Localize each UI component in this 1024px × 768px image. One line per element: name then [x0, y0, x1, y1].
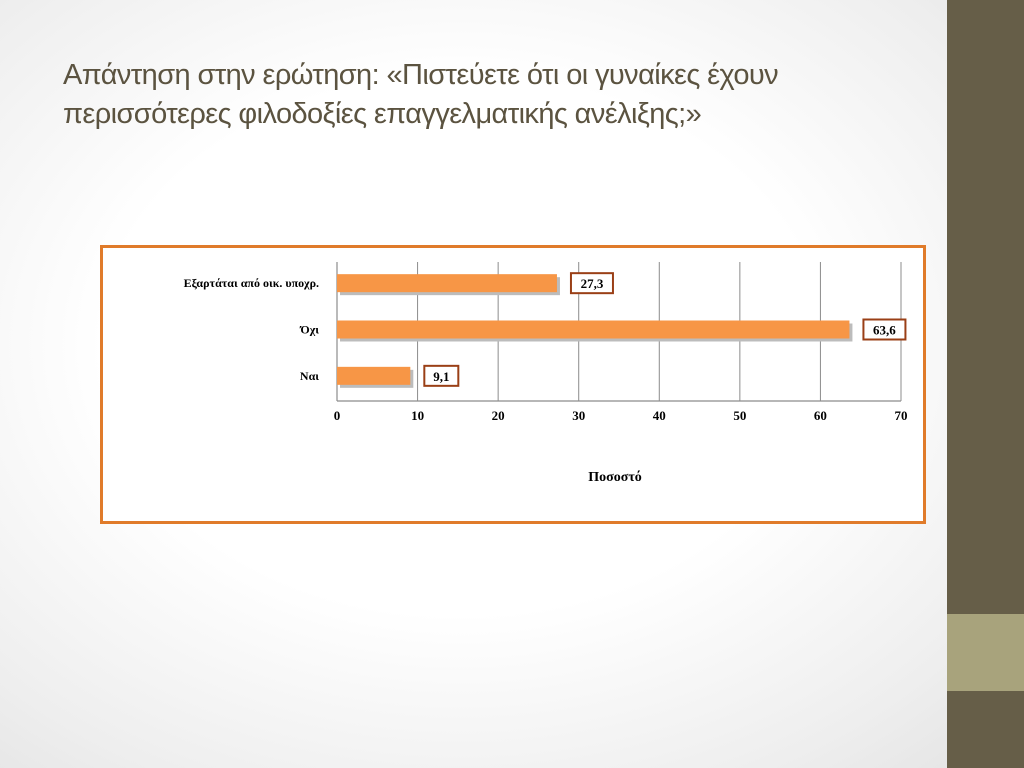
- slide-title-line-2: περισσότερες φιλοδοξίες επαγγελματικής α…: [63, 98, 702, 130]
- data-label-box: [862, 318, 907, 341]
- data-label: 9,1: [433, 369, 449, 384]
- x-tick-label: 30: [572, 408, 585, 423]
- data-label-box: [423, 364, 460, 387]
- x-tick-label: 60: [814, 408, 827, 423]
- x-tick-label: 40: [653, 408, 666, 423]
- data-label: 27,3: [581, 276, 604, 291]
- x-tick-label: 20: [492, 408, 505, 423]
- x-tick-label: 0: [334, 408, 341, 423]
- data-label-box: [569, 272, 614, 295]
- x-tick-label: 70: [895, 408, 908, 423]
- category-label: Ναι: [300, 369, 319, 383]
- side-decor-accent: [947, 614, 1024, 691]
- x-axis-title: Ποσοστό: [588, 470, 642, 485]
- bar: [337, 320, 850, 339]
- bar: [337, 274, 557, 293]
- slide-title: Απάντηση στην ερώτηση: «Πιστεύετε ότι οι…: [63, 56, 923, 134]
- x-tick-label: 50: [733, 408, 746, 423]
- category-label: Όχι: [299, 323, 319, 337]
- data-label: 63,6: [873, 323, 896, 338]
- x-tick-label: 10: [411, 408, 424, 423]
- bar: [337, 366, 411, 385]
- slide-title-line-1: Απάντηση στην ερώτηση: «Πιστεύετε ότι οι…: [63, 59, 779, 91]
- chart-frame: 0 10 20 30 40 50 60 70 Εξαρτάται από οικ. υποχρ.…: [100, 245, 926, 524]
- category-label: Εξαρτάται από οικ. υποχρ.: [184, 276, 319, 290]
- bar-chart: 0 10 20 30 40 50 60 70 Εξαρτάται από οικ. υποχρ.…: [184, 262, 908, 485]
